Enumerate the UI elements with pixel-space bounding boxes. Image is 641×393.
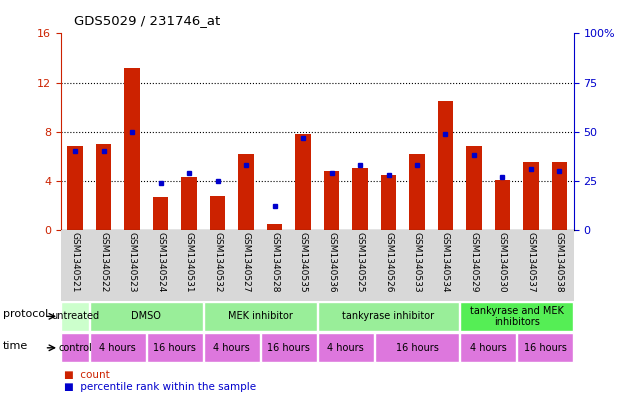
Bar — [438, 101, 453, 230]
Text: GSM1340532: GSM1340532 — [213, 232, 222, 292]
Bar — [523, 162, 539, 230]
Text: GSM1340524: GSM1340524 — [156, 232, 165, 292]
Bar — [67, 146, 83, 230]
Text: GSM1340538: GSM1340538 — [555, 232, 564, 293]
Text: GSM1340531: GSM1340531 — [185, 232, 194, 293]
Text: GSM1340528: GSM1340528 — [270, 232, 279, 292]
Text: GSM1340523: GSM1340523 — [128, 232, 137, 292]
Text: DMSO: DMSO — [131, 311, 162, 321]
Bar — [90, 302, 203, 331]
Bar — [147, 333, 203, 362]
Text: GDS5029 / 231746_at: GDS5029 / 231746_at — [74, 14, 220, 27]
Text: GSM1340537: GSM1340537 — [526, 232, 535, 293]
Bar — [460, 302, 573, 331]
Bar — [204, 302, 317, 331]
Bar — [375, 333, 459, 362]
Text: GSM1340533: GSM1340533 — [413, 232, 422, 293]
Text: time: time — [3, 341, 28, 351]
Text: protocol: protocol — [3, 309, 49, 320]
Text: tankyrase and MEK
inhibitors: tankyrase and MEK inhibitors — [470, 306, 563, 327]
Text: tankyrase inhibitor: tankyrase inhibitor — [342, 311, 435, 321]
Bar — [210, 195, 226, 230]
Bar — [124, 68, 140, 230]
Bar — [261, 333, 317, 362]
Bar — [204, 333, 260, 362]
Bar — [318, 333, 374, 362]
Bar — [552, 162, 567, 230]
Text: GSM1340530: GSM1340530 — [498, 232, 507, 293]
Text: 16 hours: 16 hours — [267, 343, 310, 353]
Bar — [181, 177, 197, 230]
Bar — [409, 154, 425, 230]
Text: GSM1340525: GSM1340525 — [356, 232, 365, 292]
Text: GSM1340527: GSM1340527 — [242, 232, 251, 292]
Text: GSM1340529: GSM1340529 — [469, 232, 478, 292]
Bar — [460, 333, 516, 362]
Bar — [318, 302, 459, 331]
Bar — [495, 180, 510, 230]
Text: MEK inhibitor: MEK inhibitor — [228, 311, 293, 321]
Bar — [96, 144, 112, 230]
Text: 4 hours: 4 hours — [328, 343, 364, 353]
Text: untreated: untreated — [51, 311, 99, 321]
Text: 4 hours: 4 hours — [470, 343, 506, 353]
Bar — [267, 224, 283, 230]
Text: 16 hours: 16 hours — [395, 343, 438, 353]
Text: 16 hours: 16 hours — [153, 343, 196, 353]
Text: GSM1340522: GSM1340522 — [99, 232, 108, 292]
Text: GSM1340535: GSM1340535 — [299, 232, 308, 293]
Bar — [238, 154, 254, 230]
Text: 4 hours: 4 hours — [213, 343, 250, 353]
Bar — [381, 174, 396, 230]
Bar — [62, 333, 89, 362]
Text: control: control — [58, 343, 92, 353]
Bar — [296, 134, 311, 230]
Text: ■  percentile rank within the sample: ■ percentile rank within the sample — [64, 382, 256, 392]
Text: 4 hours: 4 hours — [99, 343, 137, 353]
Bar — [90, 333, 146, 362]
Text: ■  count: ■ count — [64, 370, 110, 380]
Bar — [517, 333, 573, 362]
Text: GSM1340526: GSM1340526 — [384, 232, 393, 292]
Text: GSM1340534: GSM1340534 — [441, 232, 450, 292]
Bar — [62, 302, 89, 331]
Text: GSM1340536: GSM1340536 — [327, 232, 336, 293]
Text: GSM1340521: GSM1340521 — [71, 232, 79, 292]
Bar — [352, 169, 368, 230]
Bar — [324, 171, 339, 230]
Bar — [466, 146, 482, 230]
Bar — [153, 197, 169, 230]
Text: 16 hours: 16 hours — [524, 343, 567, 353]
